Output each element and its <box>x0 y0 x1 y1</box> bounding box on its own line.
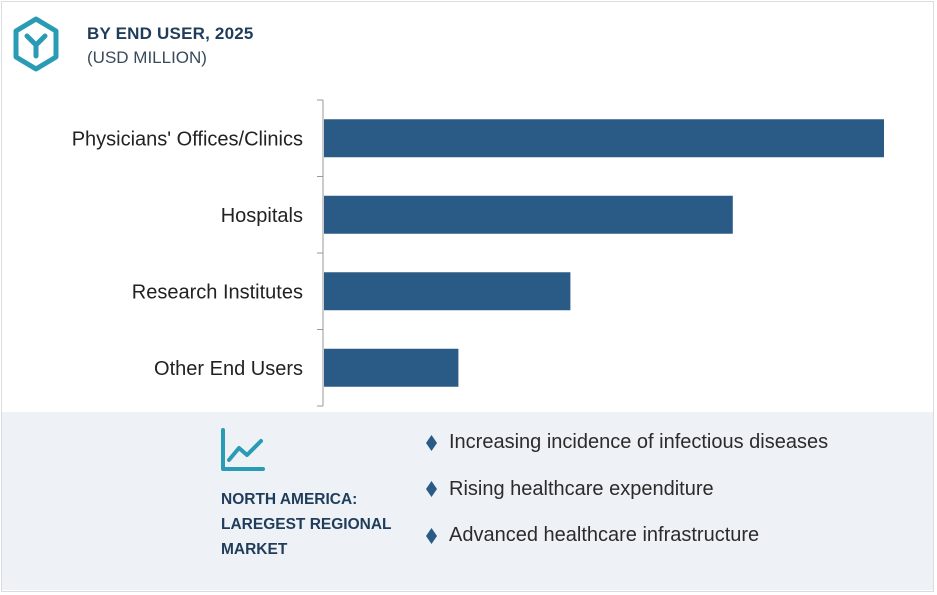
category-label: Research Institutes <box>132 281 303 303</box>
trend-chart-icon <box>221 428 265 471</box>
category-label: Other End Users <box>154 358 303 380</box>
chart-title: BY END USER, 2025 <box>87 24 254 43</box>
list-item: Advanced healthcare infrastructure <box>426 523 828 548</box>
bar <box>324 195 733 234</box>
bullet-text: Advanced healthcare infrastructure <box>449 524 760 546</box>
highlights-panel <box>2 412 933 590</box>
diamond-bullet-icon <box>426 527 437 544</box>
diamond-bullet-icon <box>426 481 437 497</box>
chart-subtitle: (USD MILLION) <box>87 48 207 67</box>
diamond-bullet-icon <box>426 434 437 451</box>
region-label: NORTH AMERICA: LAREGEST REGIONAL MARKET <box>221 491 392 558</box>
bar-chart: Physicians' Offices/Clinics Hospitals Rese… <box>72 99 884 407</box>
bar <box>324 272 571 311</box>
bullet-text: Rising healthcare expenditure <box>449 477 714 500</box>
key-drivers-list: Increasing incidence of infectious disea… <box>426 430 828 570</box>
category-label: Physicians' Offices/Clinics <box>72 128 303 150</box>
list-item: Rising healthcare expenditure <box>426 477 828 502</box>
bar <box>324 348 459 387</box>
bullet-text: Increasing incidence of infectious disea… <box>449 431 829 453</box>
hexagon-y-logo-icon <box>13 16 59 72</box>
list-item: Increasing incidence of infectious disea… <box>426 430 828 455</box>
category-label: Hospitals <box>221 205 303 227</box>
bar <box>324 119 884 158</box>
